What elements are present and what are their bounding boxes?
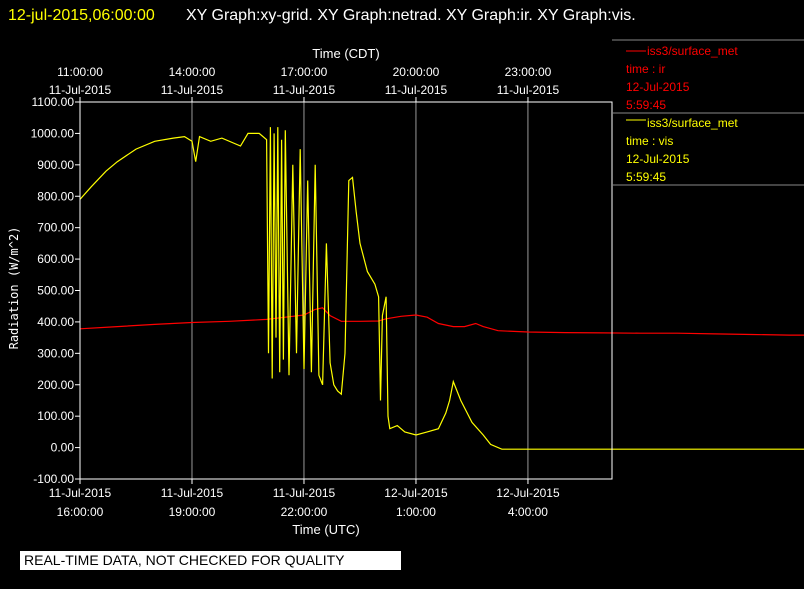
x-axis-top-label: Time (CDT) — [312, 46, 379, 61]
x-tick-label-bottom-time: 1:00:00 — [396, 505, 436, 519]
x-tick-label-bottom-time: 4:00:00 — [508, 505, 548, 519]
x-tick-label-top-time: 11:00:00 — [57, 65, 103, 79]
grid — [79, 102, 529, 479]
x-tick-label-top-date: 11-Jul-2015 — [273, 83, 336, 97]
x-tick-label-top-time: 17:00:00 — [281, 65, 328, 79]
y-tick-label: 700.00 — [37, 221, 74, 235]
legend-ir-source: iss3/surface_met — [647, 44, 738, 58]
x-tick-label-bottom-date: 11-Jul-2015 — [49, 486, 112, 500]
header-date: 12-jul-2015,06:00:00 — [8, 7, 155, 24]
y-tick-label: 200.00 — [37, 378, 74, 392]
x-tick-label-top-time: 14:00:00 — [169, 65, 216, 79]
x-tick-label-bottom-date: 11-Jul-2015 — [161, 486, 224, 500]
y-axis-label: Radiation (W/m^2) — [7, 227, 21, 350]
y-tick-label: -100.00 — [33, 472, 74, 486]
x-tick-label-bottom-date: 12-Jul-2015 — [496, 486, 560, 500]
x-tick-label-top-date: 11-Jul-2015 — [497, 83, 560, 97]
x-axis-bottom-label: Time (UTC) — [292, 522, 359, 537]
legend-ir-time: 5:59:45 — [626, 98, 666, 112]
legend: iss3/surface_met time : ir 12-Jul-2015 5… — [612, 39, 804, 186]
x-tick-label-top-date: 11-Jul-2015 — [161, 83, 224, 97]
axis-ticks: 11-Jul-2015 16:00:00 11-Jul-2015 19:00:00 11… — [31, 65, 560, 519]
legend-vis-source: iss3/surface_met — [647, 116, 738, 130]
legend-vis-variable: time : vis — [626, 134, 673, 148]
y-tick-label: 300.00 — [37, 346, 74, 360]
x-tick-label-bottom-time: 16:00:00 — [57, 505, 104, 519]
header-title: XY Graph:xy-grid. XY Graph:netrad. XY Gr… — [186, 7, 636, 24]
x-tick-label-top-time: 23:00:00 — [505, 65, 552, 79]
quality-warning-banner: REAL-TIME DATA, NOT CHECKED FOR QUALITY — [20, 551, 401, 570]
y-tick-label: 600.00 — [37, 252, 74, 266]
y-tick-label: 500.00 — [37, 284, 74, 298]
x-tick-label-bottom-time: 22:00:00 — [281, 505, 328, 519]
x-tick-label-top-time: 20:00:00 — [393, 65, 440, 79]
plot-frame — [79, 101, 613, 480]
x-tick-label-bottom-date: 11-Jul-2015 — [273, 486, 336, 500]
series-line-vis — [79, 127, 804, 450]
x-tick-label-bottom-time: 19:00:00 — [169, 505, 216, 519]
legend-vis-date: 12-Jul-2015 — [626, 152, 690, 166]
x-tick-label-top-date: 11-Jul-2015 — [385, 83, 448, 97]
x-tick-label-top-date: 11-Jul-2015 — [49, 83, 112, 97]
y-tick-label: 400.00 — [37, 315, 74, 329]
legend-ir-date: 12-Jul-2015 — [626, 80, 690, 94]
legend-vis-time: 5:59:45 — [626, 170, 666, 184]
x-tick-label-bottom-date: 12-Jul-2015 — [384, 486, 448, 500]
series-layer — [79, 127, 804, 450]
legend-ir-variable: time : ir — [626, 62, 665, 76]
y-tick-label: 0.00 — [51, 441, 75, 455]
y-tick-label: 1000.00 — [31, 126, 75, 140]
y-tick-label: 800.00 — [37, 189, 74, 203]
series-line-ir — [79, 307, 804, 336]
y-tick-label: 1100.00 — [32, 95, 75, 109]
y-tick-label: 100.00 — [37, 409, 74, 423]
y-tick-label: 900.00 — [37, 158, 74, 172]
